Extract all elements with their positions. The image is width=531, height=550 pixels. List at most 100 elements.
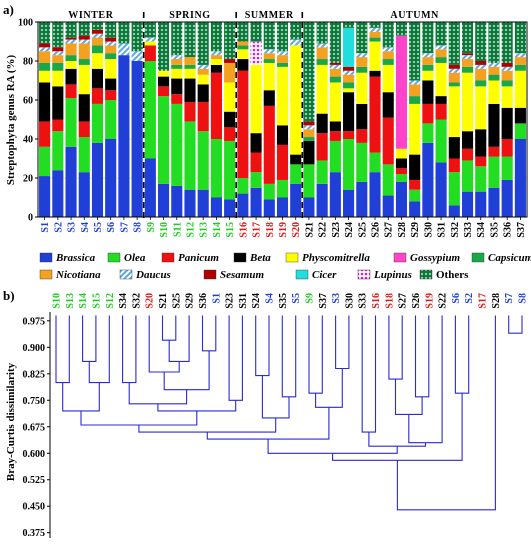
y-tick-label: 80 [23, 57, 33, 68]
legend-swatch-beta [233, 252, 247, 263]
x-tick-label: S2 [53, 222, 64, 233]
bar-S6-daucus [105, 41, 117, 46]
bar-S10-beta [158, 76, 170, 87]
bar-S24-physcomitrella [343, 88, 355, 93]
bar-S1-panicum [39, 121, 51, 147]
bar-S27-panicum [382, 117, 394, 165]
x-tick-label: S7 [119, 222, 130, 233]
dendrogram-link [361, 315, 377, 433]
x-tick-label: S31 [437, 222, 448, 238]
bar-S12-others [184, 22, 196, 58]
leaf-label: S8 [518, 293, 529, 304]
bar-S36-nicotiana [501, 70, 513, 81]
legend-swatch-daucus [119, 269, 133, 280]
bar-S5-nicotiana [91, 37, 104, 46]
leaf-label: S12 [105, 293, 116, 309]
bar-S9-physcomitrella [144, 41, 156, 46]
leaf-label: S7 [504, 293, 515, 304]
bar-S37-olea [514, 123, 526, 139]
bar-S37-brassica [514, 139, 526, 217]
dendrogram-link [255, 315, 270, 377]
bar-S35-nicotiana [488, 66, 500, 75]
bar-S2-capsicum [52, 62, 64, 71]
bar-S34-nicotiana [475, 68, 487, 81]
bar-S4-beta [78, 94, 90, 122]
bar-S1-olea [39, 146, 51, 177]
bar-S18-physcomitrella [263, 62, 275, 91]
stacked-bar-chart: a) Streptophyta genus RA (%) 0 20 40 60 80 10… [3, 2, 531, 281]
season-label: SPRING [169, 10, 210, 21]
bar-S19-others [276, 22, 289, 52]
leaf-label: S3 [331, 293, 342, 304]
leaf-label: S20 [145, 293, 156, 309]
bar-S31-physcomitrella [435, 62, 447, 97]
bar-S32-nicotiana [448, 72, 460, 83]
bar-S2-panicum [52, 119, 64, 132]
dendrogram-link [408, 315, 443, 444]
bar-S34-beta [475, 129, 487, 157]
bar-S29-brassica [409, 201, 421, 217]
bar-S16-olea [237, 178, 249, 194]
dendrogram-y-tick-label: 0.450 [23, 502, 46, 513]
x-tick-label: S12 [186, 222, 197, 238]
bar-S32-beta [448, 137, 460, 159]
x-tick-label: S19 [278, 222, 289, 238]
bar-S22-daucus [316, 43, 328, 48]
bar-S10-others [158, 22, 170, 71]
bar-S10-panicum [158, 86, 170, 97]
bar-S22-nicotiana [316, 47, 328, 60]
bar-S33-nicotiana [461, 59, 474, 67]
y-tick-label: 0 [28, 213, 33, 224]
bar-S24-beta [343, 92, 355, 132]
bar-S19-olea [276, 179, 289, 198]
bar-S12-olea [184, 121, 196, 190]
y-axis-label: Streptophyta genus RA (%) [5, 55, 17, 186]
bar-S10-physcomitrella [158, 70, 170, 77]
leaf-label: S24 [251, 293, 262, 309]
bar-S35-panicum [488, 146, 500, 157]
dendrogram-link [396, 315, 496, 511]
bar-S11-brassica [171, 185, 183, 217]
leaf-label: S14 [78, 293, 89, 309]
leaf-label: S34 [118, 293, 129, 309]
bar-S29-others [409, 22, 421, 81]
bar-S32-capsicum [448, 82, 460, 87]
leaf-label: S27 [398, 293, 409, 309]
bar-S2-olea [52, 131, 64, 171]
dendrogram-y-tick-label: 0.825 [23, 369, 46, 380]
bar-S20-physcomitrella [290, 45, 302, 155]
bar-S19-panicum [276, 144, 289, 180]
bar-S4-daucus [78, 39, 90, 44]
bar-S16-nicotiana [237, 41, 249, 46]
bar-S27-daucus [382, 47, 394, 52]
bar-S22-olea [316, 160, 328, 184]
x-tick-label: S26 [371, 222, 382, 238]
bar-S17-brassica [250, 187, 262, 217]
legend-swatch-others [419, 269, 433, 280]
legend-label-brassica: Brassica [55, 252, 96, 264]
bar-S23-panicum [329, 131, 341, 141]
bar-S23-others [329, 22, 341, 63]
bar-S2-physcomitrella [52, 70, 64, 87]
leaf-label: S6 [451, 293, 462, 304]
bar-S16-beta [237, 59, 249, 71]
leaf-label: S26 [411, 293, 422, 309]
bar-S31-capsicum [435, 57, 447, 63]
bar-S23-beta [329, 121, 341, 132]
bar-S4-brassica [78, 172, 90, 217]
bar-S14-brassica [210, 197, 222, 217]
x-tick-label: S20 [291, 222, 302, 238]
bar-S12-beta [184, 78, 196, 102]
x-tick-label: S33 [463, 222, 474, 238]
bar-S17-others [250, 22, 262, 42]
bar-S8-brassica [131, 61, 143, 217]
leaf-label: S32 [131, 293, 142, 309]
leaf-label: S21 [158, 293, 169, 309]
bar-S28-gossypium [395, 35, 407, 149]
legend-label-lupinus: Lupinus [373, 269, 412, 281]
bar-S23-physcomitrella [329, 82, 341, 122]
dendrogram-y-tick-label: 0.900 [23, 343, 46, 354]
bar-S6-capsicum [105, 53, 117, 60]
bar-S32-brassica [448, 205, 460, 217]
legend-label-beta: Beta [249, 252, 271, 264]
